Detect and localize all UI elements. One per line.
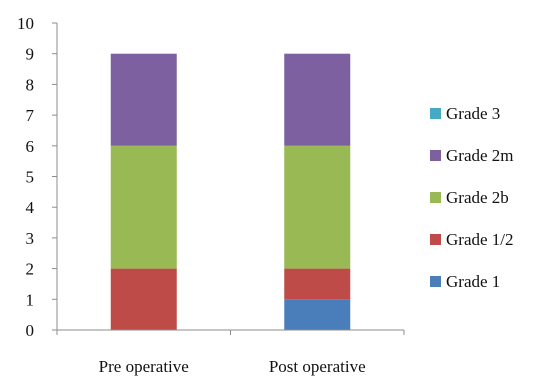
bar-post-operative-grade-2m	[284, 53, 351, 146]
y-tick-label-6: 6	[26, 137, 35, 156]
legend-item-grade-3: Grade 3	[428, 104, 543, 124]
y-tick-label-8: 8	[26, 75, 35, 94]
y-tick-label-1: 1	[26, 290, 35, 309]
legend: Grade 3 Grade 2m Grade 2b Grade 1/2 Grad…	[428, 104, 543, 314]
bar-pre-operative-grade-2m	[110, 53, 177, 146]
x-tick-label-post-operative: Post operative	[269, 357, 366, 376]
legend-swatch-grade-3	[430, 108, 441, 119]
legend-swatch-grade-1	[430, 276, 441, 287]
legend-label-grade-2b: Grade 2b	[446, 188, 509, 207]
y-tick-label-3: 3	[26, 229, 35, 248]
x-tick-label-pre-operative: Pre operative	[99, 357, 189, 376]
axes-layer: Pre operative Post operative 0 1 2 3 4 5 6 7 8 9 10	[17, 14, 405, 376]
legend-swatch-grade-1-2	[430, 234, 441, 245]
bars-layer	[110, 53, 351, 330]
legend-swatch-grade-2b	[430, 192, 441, 203]
legend-label-grade-2m: Grade 2m	[446, 146, 514, 165]
legend-swatch-grade-2m	[430, 150, 441, 161]
legend-item-grade-2b: Grade 2b	[428, 188, 543, 208]
legend-item-grade-1: Grade 1	[428, 272, 543, 292]
legend-label-grade-1-2: Grade 1/2	[446, 230, 514, 249]
y-tick-label-7: 7	[26, 106, 35, 125]
bar-post-operative-grade-1-2	[284, 268, 351, 300]
legend-item-grade-1-2: Grade 1/2	[428, 230, 543, 250]
bar-post-operative-grade-1	[284, 299, 351, 330]
y-tick-label-10: 10	[17, 14, 34, 33]
y-tick-label-9: 9	[26, 45, 35, 64]
bar-pre-operative-grade-1-2	[110, 268, 177, 330]
bar-pre-operative-grade-2b	[110, 145, 177, 269]
y-tick-label-5: 5	[26, 168, 35, 187]
bar-post-operative-grade-2b	[284, 145, 351, 269]
legend-label-grade-1: Grade 1	[446, 272, 501, 291]
y-tick-label-2: 2	[26, 260, 35, 279]
y-tick-label-4: 4	[26, 198, 35, 217]
y-tick-label-0: 0	[26, 321, 35, 340]
legend-item-grade-2m: Grade 2m	[428, 146, 543, 166]
legend-label-grade-3: Grade 3	[446, 104, 501, 123]
